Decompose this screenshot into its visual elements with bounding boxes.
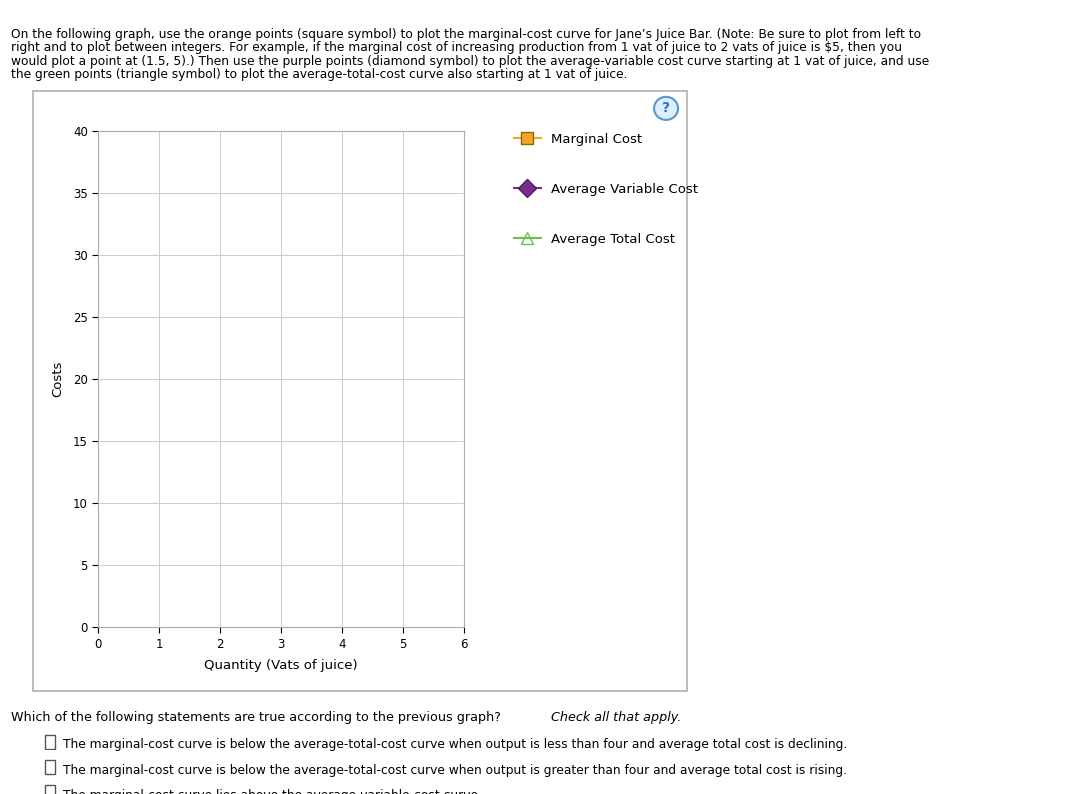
Bar <box>45 734 56 749</box>
Bar <box>45 760 56 774</box>
Text: The marginal-cost curve is below the average-total-cost curve when output is gre: The marginal-cost curve is below the ave… <box>63 764 848 777</box>
Bar <box>45 785 56 794</box>
Text: would plot a point at (1.5, 5).) Then use the purple points (diamond symbol) to : would plot a point at (1.5, 5).) Then us… <box>11 55 930 67</box>
Text: ?: ? <box>662 102 670 115</box>
Y-axis label: Costs: Costs <box>51 361 64 397</box>
Text: Check all that apply.: Check all that apply. <box>551 711 681 723</box>
Circle shape <box>655 97 678 120</box>
Text: The marginal-cost curve is below the average-total-cost curve when output is les: The marginal-cost curve is below the ave… <box>63 738 848 751</box>
Text: On the following graph, use the orange points (square symbol) to plot the margin: On the following graph, use the orange p… <box>11 28 921 40</box>
Legend: Marginal Cost, Average Variable Cost, Average Total Cost: Marginal Cost, Average Variable Cost, Av… <box>514 133 698 245</box>
Text: The marginal-cost curve lies above the average-variable-cost curve.: The marginal-cost curve lies above the a… <box>63 789 482 794</box>
Text: right and to plot between integers. For example, if the marginal cost of increas: right and to plot between integers. For … <box>11 41 902 54</box>
Text: the green points (triangle symbol) to plot the average-total-cost curve also sta: the green points (triangle symbol) to pl… <box>11 68 627 81</box>
X-axis label: Quantity (Vats of juice): Quantity (Vats of juice) <box>204 659 358 672</box>
Text: Which of the following statements are true according to the previous graph?: Which of the following statements are tr… <box>11 711 505 723</box>
